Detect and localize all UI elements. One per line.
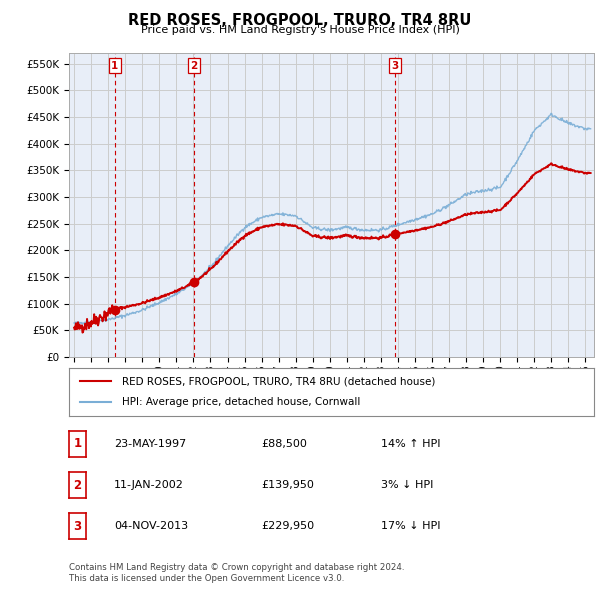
Text: 23-MAY-1997: 23-MAY-1997 [114,438,186,448]
Text: Contains HM Land Registry data © Crown copyright and database right 2024.: Contains HM Land Registry data © Crown c… [69,563,404,572]
Text: RED ROSES, FROGPOOL, TRURO, TR4 8RU (detached house): RED ROSES, FROGPOOL, TRURO, TR4 8RU (det… [121,376,435,386]
Text: £229,950: £229,950 [261,521,314,531]
Text: 3: 3 [392,61,399,71]
Text: This data is licensed under the Open Government Licence v3.0.: This data is licensed under the Open Gov… [69,574,344,583]
Text: RED ROSES, FROGPOOL, TRURO, TR4 8RU: RED ROSES, FROGPOOL, TRURO, TR4 8RU [128,13,472,28]
Text: 2: 2 [74,478,82,491]
Text: 11-JAN-2002: 11-JAN-2002 [114,480,184,490]
Text: HPI: Average price, detached house, Cornwall: HPI: Average price, detached house, Corn… [121,398,360,408]
Text: 17% ↓ HPI: 17% ↓ HPI [381,521,440,531]
Text: £139,950: £139,950 [261,480,314,490]
Text: 04-NOV-2013: 04-NOV-2013 [114,521,188,531]
Text: 3% ↓ HPI: 3% ↓ HPI [381,480,433,490]
Text: £88,500: £88,500 [261,438,307,448]
Text: 3: 3 [74,520,82,533]
Text: 1: 1 [74,437,82,450]
Text: 1: 1 [111,61,118,71]
Text: Price paid vs. HM Land Registry's House Price Index (HPI): Price paid vs. HM Land Registry's House … [140,25,460,35]
Text: 14% ↑ HPI: 14% ↑ HPI [381,438,440,448]
Text: 2: 2 [190,61,197,71]
